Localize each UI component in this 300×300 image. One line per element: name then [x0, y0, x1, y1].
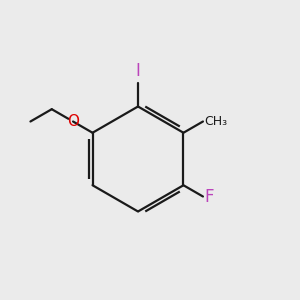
- Text: F: F: [205, 188, 214, 206]
- Text: I: I: [136, 62, 140, 80]
- Text: O: O: [67, 114, 79, 129]
- Text: CH₃: CH₃: [204, 115, 227, 128]
